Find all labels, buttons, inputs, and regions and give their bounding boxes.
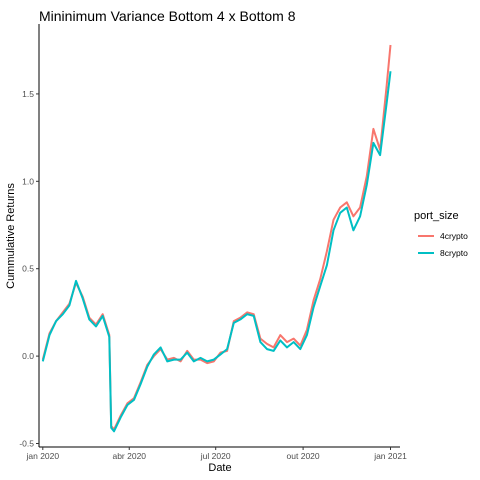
- x-axis-title: Date: [208, 462, 231, 474]
- x-tick-label: out 2020: [287, 451, 320, 461]
- y-tick-label: -0.5: [19, 439, 34, 449]
- legend-label-8crypto: 8crypto: [440, 248, 468, 258]
- y-tick-label: 1.0: [22, 176, 34, 186]
- series-line-4crypto: [41, 44, 392, 431]
- legend-label-4crypto: 4crypto: [440, 231, 468, 241]
- x-tick-label: abr 2020: [112, 451, 146, 461]
- legend-items: 4crypto 8crypto: [418, 231, 468, 258]
- y-tick-label: 1.5: [22, 89, 34, 99]
- y-axis-ticks: -0.5 0.0 0.5 1.0 1.5: [19, 89, 39, 449]
- x-tick-label: jan 2020: [25, 451, 59, 461]
- y-axis-title: Cummulative Returns: [5, 183, 17, 289]
- legend: port_size 4crypto 8crypto: [414, 210, 468, 258]
- plot-area: -0.5 0.0 0.5 1.0 1.5 jan 2020 abr 2020 jul 202…: [19, 24, 407, 461]
- x-tick-label: jan 2021: [373, 451, 407, 461]
- y-tick-label: 0.5: [22, 264, 34, 274]
- chart-title: Mininimum Variance Bottom 4 x Bottom 8: [39, 8, 296, 24]
- x-axis-ticks: jan 2020 abr 2020 jul 2020 out 2020 jan 2021: [25, 447, 407, 461]
- series-line-8crypto: [41, 71, 392, 433]
- legend-title: port_size: [414, 210, 459, 222]
- series-lines: [41, 44, 392, 433]
- x-tick-label: jul 2020: [200, 451, 231, 461]
- y-tick-label: 0.0: [22, 351, 34, 361]
